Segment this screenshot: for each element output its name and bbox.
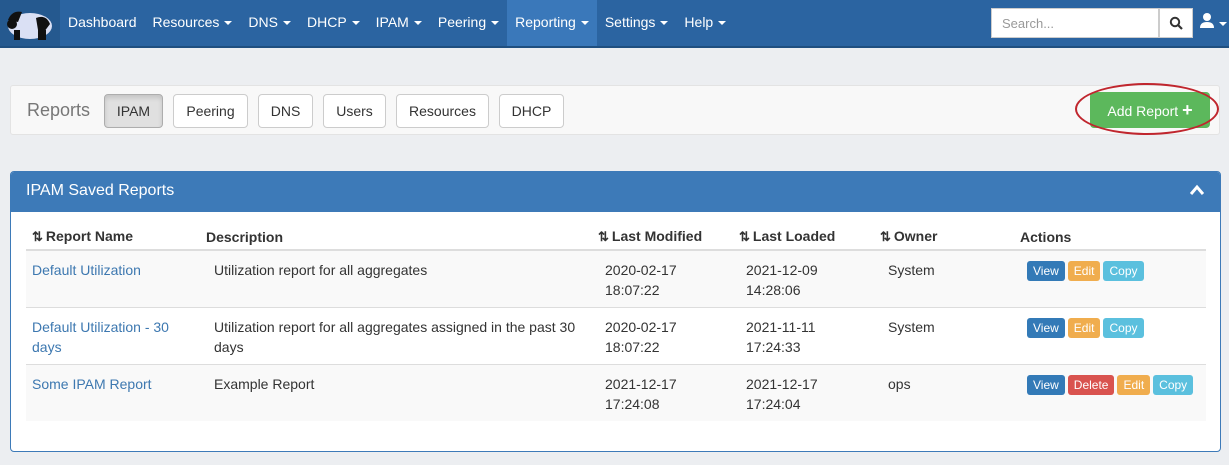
last-modified: 2020-02-17 18:07:22 [592, 306, 733, 364]
nav-label: DNS [248, 14, 278, 30]
panel-title: IPAM Saved Reports [26, 182, 175, 199]
description: Example Report [200, 363, 592, 421]
edit-button[interactable]: Edit [1067, 317, 1101, 338]
nav-dhcp[interactable]: DHCP [299, 0, 368, 46]
chevron-down-icon [1219, 22, 1227, 27]
caret-down-icon [491, 21, 500, 26]
last-loaded: 2021-11-11 17:24:33 [733, 306, 874, 364]
view-button[interactable]: View [1027, 317, 1065, 338]
saved-reports-panel: IPAM Saved Reports ⇅ Report Name Descript… [10, 171, 1221, 452]
sort-icon: ⇅ [32, 229, 43, 244]
tab-resources[interactable]: Resources [396, 94, 489, 128]
tab-users[interactable]: Users [323, 94, 386, 128]
edit-button[interactable]: Edit [1117, 374, 1151, 395]
search-icon [1169, 16, 1183, 30]
nav-label: Peering [437, 14, 487, 30]
report-name-link[interactable]: Default Utilization - 30 days [32, 318, 169, 355]
sort-icon: ⇅ [880, 229, 891, 244]
nav-label: Settings [604, 14, 656, 30]
edit-button[interactable]: Edit [1067, 261, 1101, 281]
nav-dashboard[interactable]: Dashboard [60, 0, 145, 46]
delete-button[interactable]: Delete [1067, 374, 1115, 395]
nav-label: Dashboard [68, 14, 137, 30]
sort-icon: ⇅ [739, 229, 750, 244]
last-modified: 2020-02-17 18:07:22 [592, 249, 733, 307]
copy-button[interactable]: Copy [1103, 261, 1144, 281]
nav-help[interactable]: Help [676, 0, 734, 46]
nav-label: Reporting [515, 14, 576, 30]
tab-ipam[interactable]: IPAM [104, 94, 163, 128]
nav-resources[interactable]: Resources [145, 0, 241, 46]
tab-dhcp[interactable]: DHCP [499, 94, 564, 128]
owner: System [874, 306, 1014, 364]
col-last-modified[interactable]: ⇅ Last Modified [592, 224, 733, 251]
col-report-name[interactable]: ⇅ Report Name [26, 224, 200, 251]
nav-settings[interactable]: Settings [597, 0, 677, 46]
nav-ipam[interactable]: IPAM [368, 0, 430, 46]
panel-header: IPAM Saved Reports [11, 172, 1220, 212]
caret-down-icon [718, 21, 727, 26]
report-name-link[interactable]: Some IPAM Report [32, 375, 152, 392]
user-icon [1200, 13, 1214, 28]
caret-down-icon [282, 21, 291, 26]
caret-down-icon [224, 21, 233, 26]
nav-peering[interactable]: Peering [430, 0, 507, 46]
reports-table: ⇅ Report Name Description ⇅ Last Modified … [26, 224, 1206, 421]
add-report-label: Add Report [1107, 103, 1179, 119]
table-row: Some IPAM Report Example Report 2021-12-… [26, 363, 1206, 421]
nav-label: Help [684, 14, 714, 30]
last-loaded: 2021-12-17 17:24:04 [733, 363, 874, 421]
nav-label: Resources [152, 14, 220, 30]
owner: System [874, 249, 1014, 307]
actions: View Edit Copy [1014, 249, 1206, 307]
view-button[interactable]: View [1027, 261, 1065, 281]
actions: View Edit Copy [1014, 306, 1206, 364]
owner: ops [874, 363, 1014, 421]
nav-label: DHCP [306, 14, 347, 30]
last-modified: 2021-12-17 17:24:08 [592, 363, 733, 421]
chevron-up-icon[interactable] [1190, 184, 1204, 196]
last-loaded: 2021-12-09 14:28:06 [733, 249, 874, 307]
caret-down-icon [660, 21, 669, 26]
view-button[interactable]: View [1027, 374, 1065, 395]
description: Utilization report for all aggregates [200, 249, 592, 307]
caret-down-icon [580, 21, 589, 26]
search-input[interactable] [991, 8, 1159, 38]
description: Utilization report for all aggregates as… [200, 306, 592, 364]
search-button[interactable] [1159, 8, 1193, 38]
plus-icon: + [1182, 100, 1193, 120]
navbar: Dashboard Resources DNS DHCP IPAM Peering Repo… [0, 0, 1229, 48]
col-last-loaded[interactable]: ⇅ Last Loaded [733, 224, 874, 251]
sort-icon: ⇅ [598, 229, 609, 244]
col-owner[interactable]: ⇅ Owner [874, 224, 1014, 251]
caret-down-icon [351, 21, 360, 26]
user-menu[interactable] [1200, 12, 1227, 31]
reports-bar: Reports IPAM Peering DNS Users Resources… [10, 83, 1220, 135]
tab-peering[interactable]: Peering [173, 94, 248, 128]
col-actions: Actions [1014, 224, 1206, 251]
actions: View Delete Edit Copy [1014, 363, 1206, 421]
table-row: Default Utilization - 30 days Utilizatio… [26, 306, 1206, 364]
caret-down-icon [413, 21, 422, 26]
panda-logo[interactable] [0, 0, 60, 46]
nav-reporting[interactable]: Reporting [507, 0, 597, 46]
add-report-button[interactable]: Add Report + [1090, 92, 1210, 128]
col-description: Description [200, 224, 592, 251]
report-name-link[interactable]: Default Utilization [32, 262, 141, 278]
nav-label: IPAM [375, 14, 409, 30]
reports-label: Reports [27, 100, 91, 120]
table-row: Default Utilization Utilization report f… [26, 249, 1206, 307]
nav-dns[interactable]: DNS [240, 0, 299, 46]
tab-dns[interactable]: DNS [258, 94, 313, 128]
copy-button[interactable]: Copy [1153, 374, 1194, 395]
copy-button[interactable]: Copy [1103, 317, 1144, 338]
